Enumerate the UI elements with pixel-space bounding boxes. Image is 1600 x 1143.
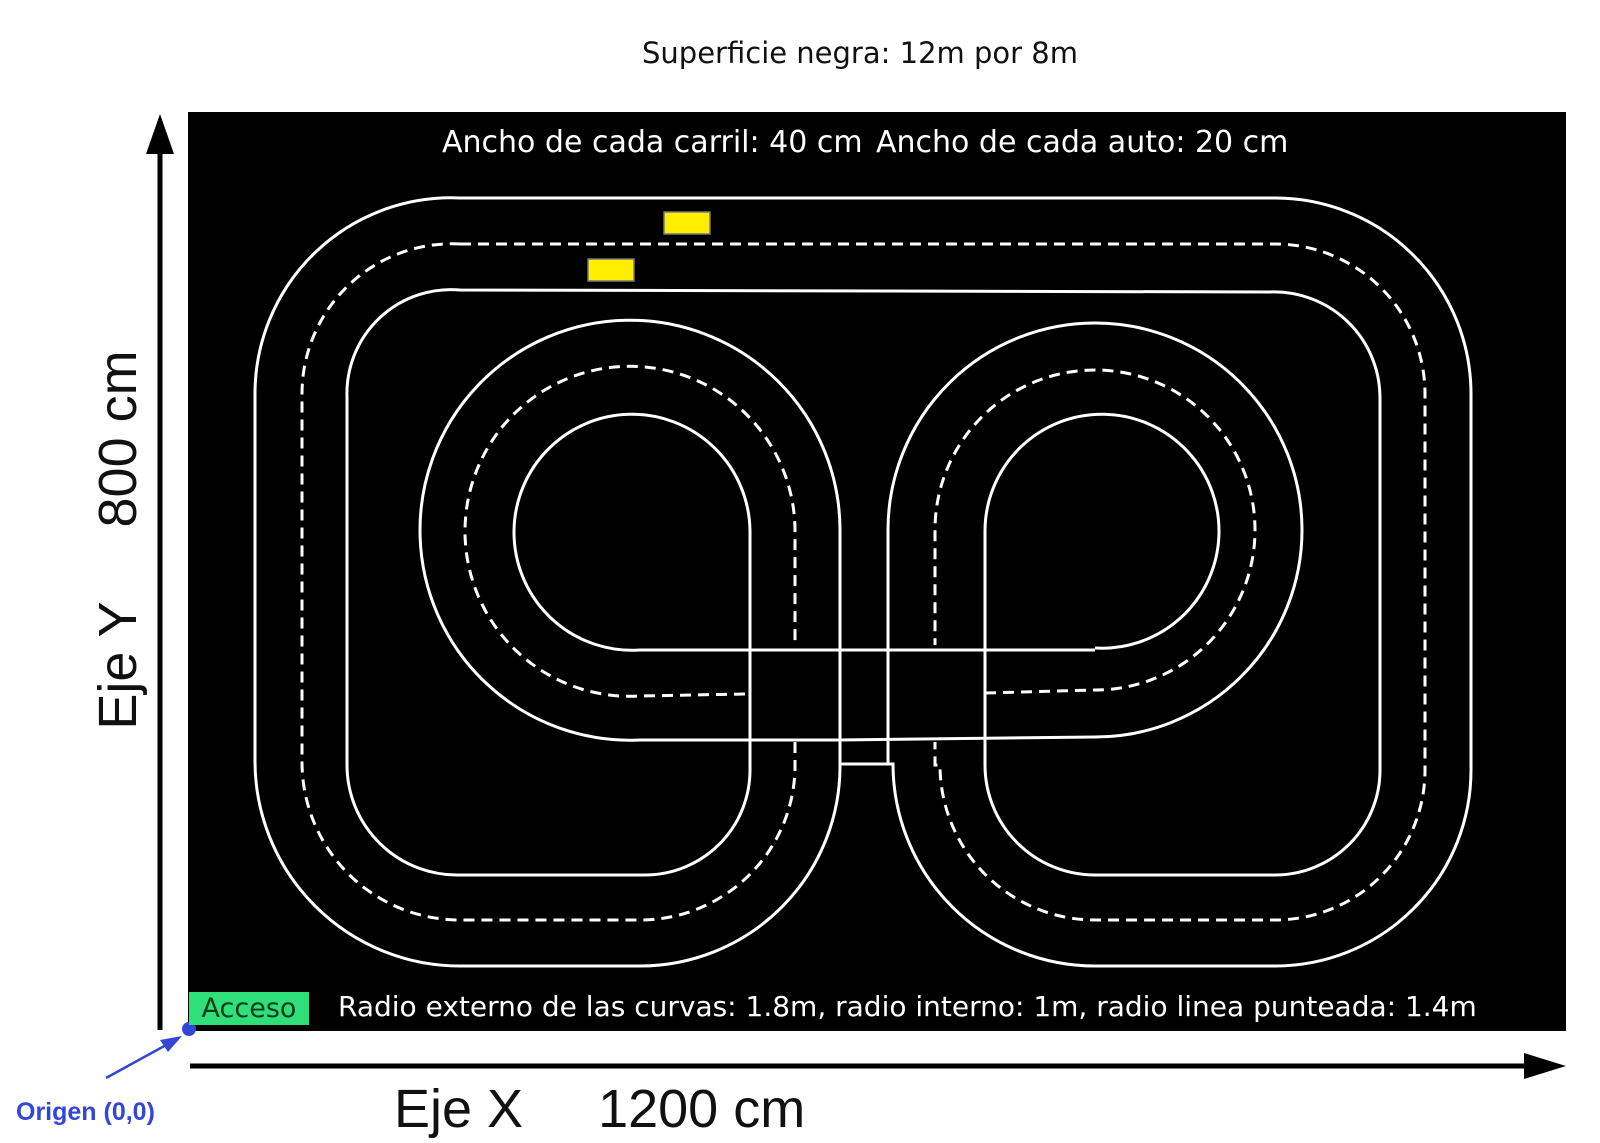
- car-width-label: Ancho de cada auto: 20 cm: [876, 125, 1289, 160]
- origin-dot: [182, 1022, 196, 1036]
- x-axis-label: Eje X 1200 cm: [394, 1079, 806, 1139]
- access-badge: Acceso: [189, 992, 309, 1025]
- left-loop-dashed-line: [463, 364, 797, 698]
- outer-inner-track-line: [345, 288, 1382, 877]
- left-loop-outer-line: [418, 318, 842, 765]
- car-lower: [587, 258, 635, 282]
- outer-track-line: [253, 196, 1473, 968]
- origin-label: Origen (0,0): [16, 1098, 155, 1126]
- x-axis-arrowhead: [1524, 1053, 1566, 1079]
- left-loop-inner-line: [512, 412, 1095, 652]
- track-surface: [188, 112, 1566, 1031]
- lane-width-label: Ancho de cada carril: 40 cm: [442, 125, 863, 160]
- right-loop-outer-line: [839, 321, 1304, 765]
- right-loop-dashed-line: [933, 368, 1257, 695]
- outer-dashed-line: [300, 242, 1427, 922]
- surface-size-title: Superficie negra: 12m por 8m: [642, 36, 1078, 70]
- origin-pointer-line: [105, 1042, 169, 1080]
- curve-radii-label: Radio externo de las curvas: 1.8m, radio…: [338, 990, 1477, 1023]
- car-upper: [663, 211, 711, 235]
- origin-pointer-arrowhead: [160, 1036, 182, 1052]
- y-axis-arrowhead: [146, 114, 174, 154]
- y-axis-label: Eje Y 800 cm: [88, 350, 148, 730]
- right-loop-inner-line: [983, 412, 1221, 650]
